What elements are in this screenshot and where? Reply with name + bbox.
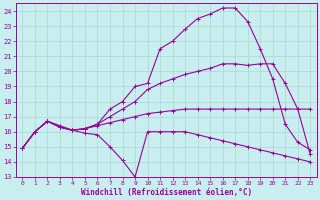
X-axis label: Windchill (Refroidissement éolien,°C): Windchill (Refroidissement éolien,°C): [81, 188, 252, 197]
